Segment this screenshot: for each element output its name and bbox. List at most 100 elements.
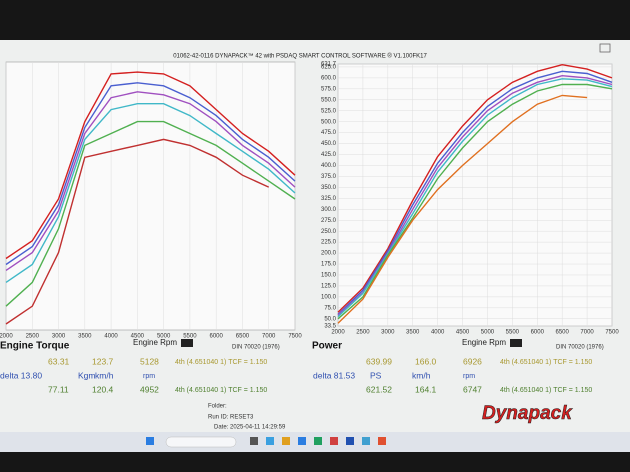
x-tick-label: 6500 [556, 330, 570, 336]
y-tick-label: 150.0 [321, 273, 337, 279]
plot-area [337, 63, 613, 327]
series-line [5, 82, 296, 266]
taskbar-icon[interactable] [362, 437, 370, 445]
readout-value: 123.7 [92, 356, 114, 366]
y-tick-label: 100.0 [321, 294, 337, 300]
x-tick-label: 2500 [26, 334, 40, 340]
taskbar-icon[interactable] [266, 437, 274, 445]
y-tick-label: 550.0 [321, 97, 337, 103]
readout-value: km/h [95, 370, 114, 380]
y-tick-label: 425.0 [321, 152, 337, 158]
taskbar-icon[interactable] [346, 437, 354, 445]
standard: DIN 70020 (1976) [232, 345, 280, 351]
y-tick-label: 625.0 [321, 65, 337, 71]
rpm-label: Engine Rpm [462, 338, 506, 347]
x-tick-label: 7500 [605, 330, 619, 336]
readout-value: rpm [143, 373, 155, 380]
readout-value: PS [370, 370, 382, 380]
y-tick-label: 33.5 [324, 324, 336, 330]
plot-area [5, 61, 296, 331]
y-tick-label: 300.0 [321, 207, 337, 213]
run-id: Run ID: RESET3 [208, 415, 254, 421]
x-tick-label: 4500 [456, 330, 470, 336]
x-tick-label: 5000 [481, 330, 495, 336]
taskbar-icon[interactable] [250, 437, 258, 445]
taskbar-icon[interactable] [282, 437, 290, 445]
search-box[interactable] [165, 436, 237, 448]
readout-value: 63.31 [48, 356, 70, 366]
readout-value: 4952 [140, 384, 159, 394]
x-tick-label: 6000 [210, 334, 224, 340]
window-title: 01062-42-0116 DYNAPACK™ 42 with PSDAQ SM… [173, 53, 427, 60]
readout-value: 4th (4.651040 1) TCF = 1.150 [500, 387, 592, 394]
series-line [5, 71, 296, 260]
y-tick-label: 525.0 [321, 108, 337, 114]
readout-value: 4th (4.651040 1) TCF = 1.150 [500, 359, 592, 366]
x-tick-label: 4500 [131, 334, 145, 340]
x-tick-label: 3500 [406, 330, 420, 336]
x-tick-label: 3000 [381, 330, 395, 336]
readout-title: Power [312, 341, 342, 352]
start-button[interactable] [146, 437, 154, 445]
x-tick-label: 7000 [262, 334, 276, 340]
readout-value: 120.4 [92, 384, 114, 394]
taskbar-icon[interactable] [378, 437, 386, 445]
series-line [5, 138, 269, 325]
series-line [5, 103, 296, 283]
taskbar-icon[interactable] [330, 437, 338, 445]
series-line [337, 83, 613, 320]
y-tick-label: 350.0 [321, 185, 337, 191]
readout-value: delta 81.53 [313, 370, 355, 380]
readout-value: 4th (4.651040 1) TCF = 1.150 [175, 359, 267, 366]
x-tick-label: 3000 [52, 334, 66, 340]
x-tick-label: 7000 [580, 330, 594, 336]
readout-value: rpm [463, 373, 475, 380]
date: Date: 2025-04-11 14:29:59 [214, 425, 286, 431]
readout-value: 4th (4.651040 1) TCF = 1.150 [175, 387, 267, 394]
y-tick-label: 631.7 [321, 62, 337, 68]
rpm-dropdown[interactable] [181, 339, 193, 347]
readout-value: km/h [412, 370, 431, 380]
series-line [5, 120, 296, 307]
readout-value: Kgm [78, 370, 95, 380]
readout-value: 166.0 [415, 356, 437, 366]
y-tick-label: 200.0 [321, 251, 337, 257]
readout-value: 639.99 [366, 356, 392, 366]
y-tick-label: 175.0 [321, 262, 337, 268]
x-tick-label: 4000 [104, 334, 118, 340]
x-tick-label: 5500 [183, 334, 197, 340]
logo: Dynapack [482, 403, 573, 424]
maximize-button[interactable] [599, 43, 611, 53]
series-line [337, 63, 613, 313]
y-tick-label: 600.0 [321, 75, 337, 81]
x-tick-label: 5500 [506, 330, 520, 336]
y-tick-label: 225.0 [321, 240, 337, 246]
series-line [337, 70, 613, 315]
y-tick-label: 75.0 [324, 305, 336, 311]
readout-value: 6926 [463, 356, 482, 366]
readout-value: 6747 [463, 384, 482, 394]
y-tick-label: 575.0 [321, 86, 337, 92]
series-line [5, 91, 296, 271]
y-tick-label: 50.0 [324, 316, 336, 322]
rpm-dropdown[interactable] [510, 339, 522, 347]
x-tick-label: 7500 [288, 334, 302, 340]
series-line [337, 78, 613, 318]
x-tick-label: 2500 [356, 330, 370, 336]
y-tick-label: 450.0 [321, 141, 337, 147]
x-tick-label: 6000 [531, 330, 545, 336]
x-tick-label: 2000 [331, 330, 345, 336]
readout-value: delta 13.80 [0, 370, 42, 380]
x-tick-label: 4000 [431, 330, 445, 336]
readout-value: 621.52 [366, 384, 392, 394]
y-tick-label: 375.0 [321, 174, 337, 180]
x-tick-label: 6500 [236, 334, 250, 340]
readout-value: 77.11 [48, 384, 69, 394]
y-tick-label: 400.0 [321, 163, 337, 169]
taskbar-icon[interactable] [314, 437, 322, 445]
y-tick-label: 475.0 [321, 130, 337, 136]
readout-value: 5128 [140, 356, 159, 366]
taskbar-icon[interactable] [298, 437, 306, 445]
